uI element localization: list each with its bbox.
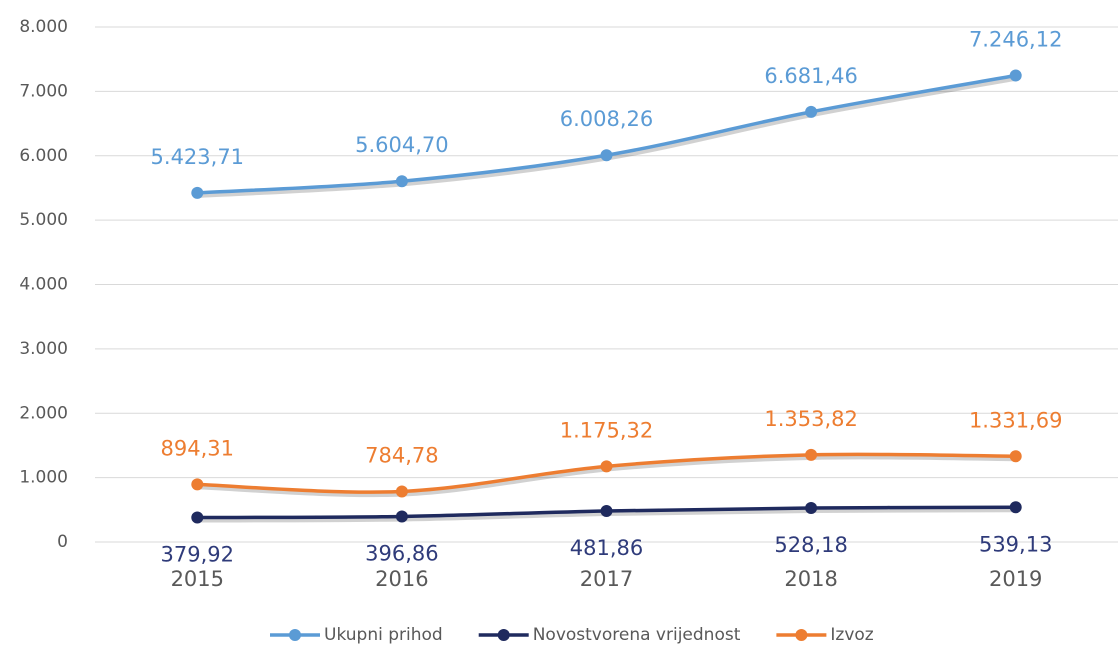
data-label: 539,13 xyxy=(979,532,1052,556)
legend-item: Novostvorena vrijednost xyxy=(478,625,741,645)
x-tick-label: 2015 xyxy=(171,567,224,591)
legend-label: Novostvorena vrijednost xyxy=(533,625,741,645)
y-tick-label: 3.000 xyxy=(19,339,68,359)
y-tick-label: 0 xyxy=(57,532,68,552)
legend-item: Izvoz xyxy=(776,625,874,645)
data-label: 894,31 xyxy=(161,436,234,460)
y-tick-label: 8.000 xyxy=(19,17,68,37)
marker xyxy=(191,186,204,199)
data-label: 6.008,26 xyxy=(560,107,654,131)
data-label: 5.423,71 xyxy=(151,145,245,169)
data-label: 481,86 xyxy=(570,536,643,560)
x-tick-label: 2018 xyxy=(784,567,837,591)
marker xyxy=(395,485,408,498)
legend-label: Ukupni prihod xyxy=(324,625,443,645)
legend-item: Ukupni prihod xyxy=(270,625,443,645)
marker xyxy=(395,175,408,188)
legend-label: Izvoz xyxy=(830,625,873,645)
x-tick-label: 2016 xyxy=(375,567,428,591)
data-label: 1.353,82 xyxy=(764,407,858,431)
marker xyxy=(600,149,613,162)
y-tick-label: 1.000 xyxy=(19,468,68,488)
x-tick-label: 2017 xyxy=(580,567,633,591)
data-label: 6.681,46 xyxy=(764,64,858,88)
marker xyxy=(805,501,818,514)
data-label: 7.246,12 xyxy=(969,28,1063,52)
line xyxy=(197,452,1016,494)
y-tick-label: 2.000 xyxy=(19,403,68,423)
legend-marker xyxy=(497,629,510,641)
y-tick-label: 4.000 xyxy=(19,275,68,295)
data-label: 528,18 xyxy=(774,533,847,557)
data-label: 396,86 xyxy=(365,541,438,565)
y-tick-label: 5.000 xyxy=(19,210,68,230)
marker xyxy=(600,460,613,473)
data-label: 1.175,32 xyxy=(560,418,654,442)
data-label: 1.331,69 xyxy=(969,408,1063,432)
marker xyxy=(1009,450,1022,463)
marker xyxy=(395,510,408,523)
marker xyxy=(805,448,818,461)
marker xyxy=(600,504,613,517)
data-label: 784,78 xyxy=(365,443,438,467)
legend-marker xyxy=(289,629,301,641)
data-label: 5.604,70 xyxy=(355,133,449,157)
marker xyxy=(1009,69,1022,82)
y-tick-label: 7.000 xyxy=(19,81,68,101)
x-tick-label: 2019 xyxy=(989,567,1042,591)
data-label: 379,92 xyxy=(161,543,234,567)
y-tick-label: 6.000 xyxy=(19,146,68,166)
line xyxy=(197,73,1017,195)
marker xyxy=(1009,501,1022,514)
marker xyxy=(191,478,204,491)
legend-marker xyxy=(795,629,808,641)
marker xyxy=(191,511,204,524)
marker xyxy=(805,105,818,118)
